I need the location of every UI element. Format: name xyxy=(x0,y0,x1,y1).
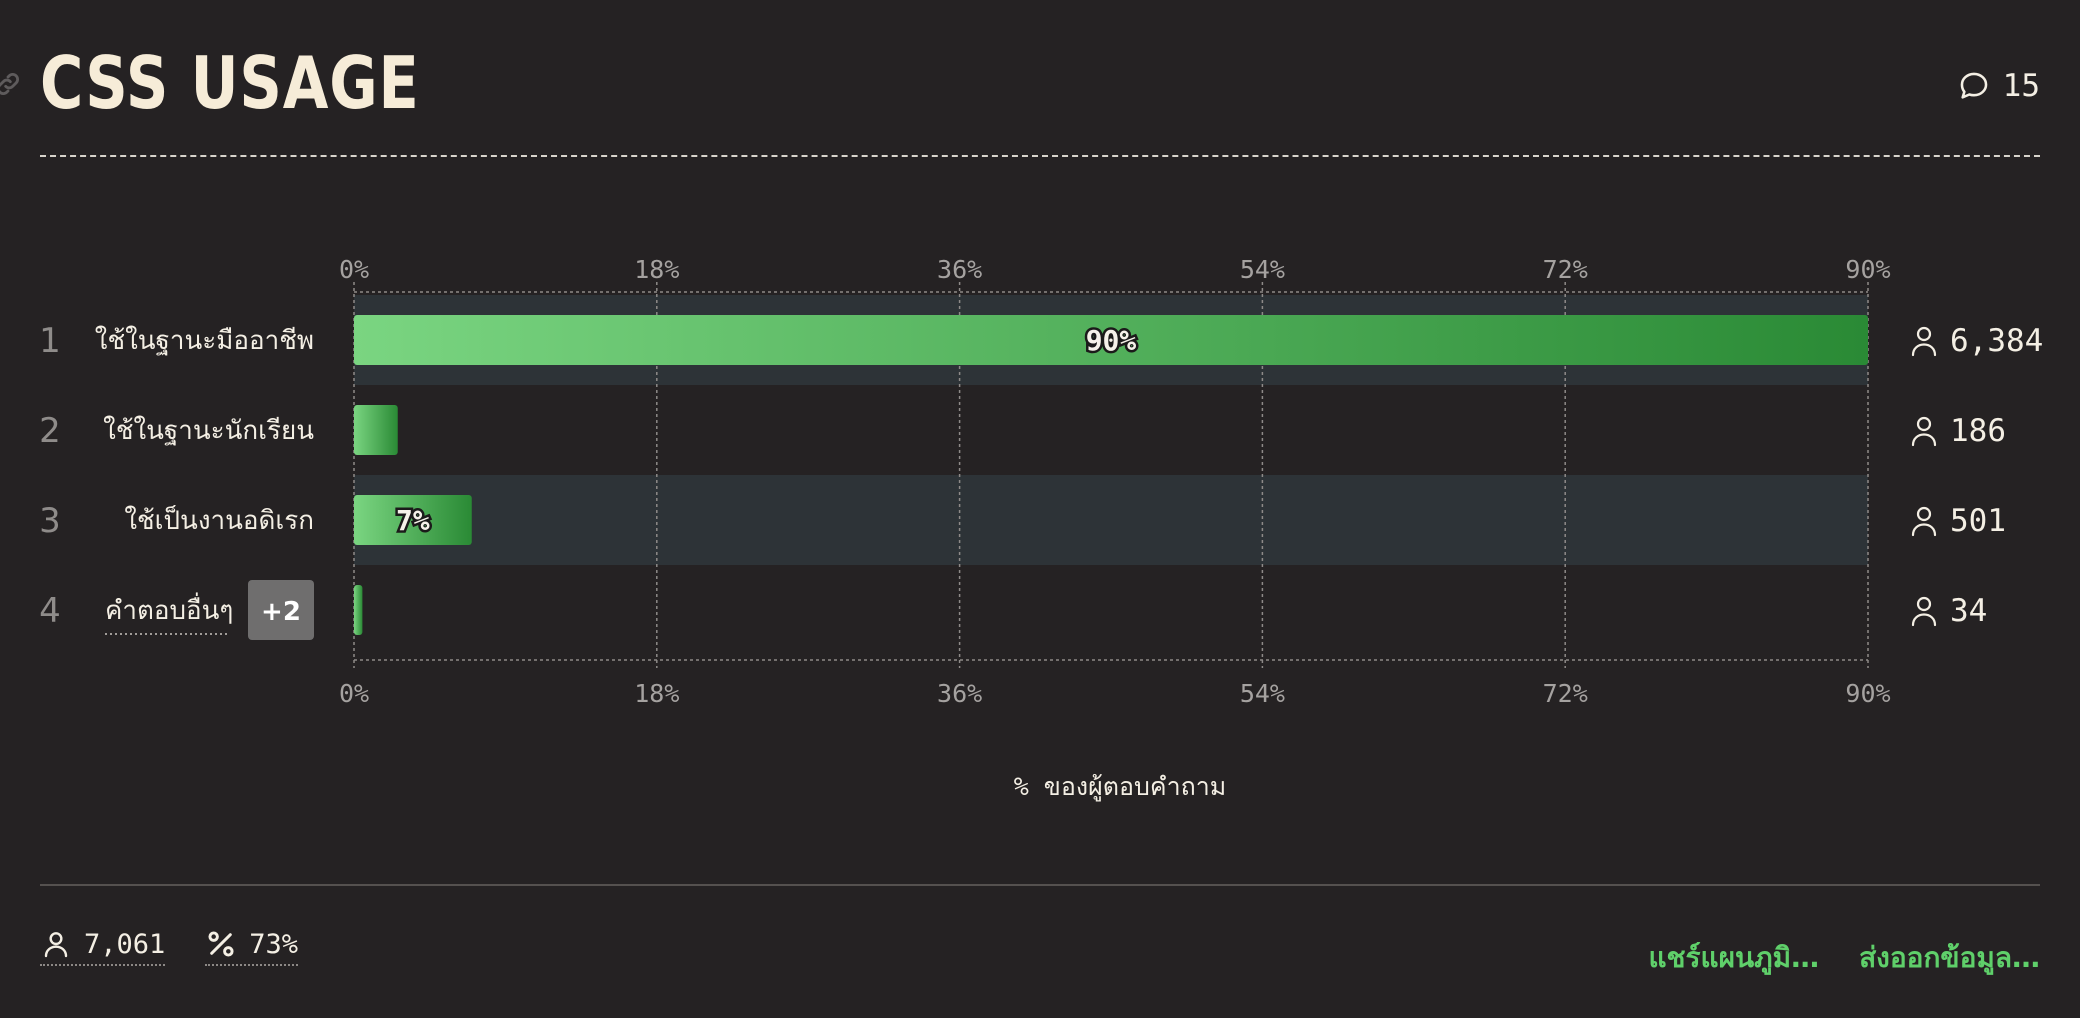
more-answers-badge-label: +2 xyxy=(261,597,301,627)
x-tick-label: 36% xyxy=(937,255,982,284)
bar[interactable] xyxy=(354,495,472,545)
percent-icon xyxy=(208,931,234,957)
person-icon-head xyxy=(1916,596,1932,612)
page-title: CSS USAGE xyxy=(40,41,420,125)
title-divider xyxy=(40,155,2040,157)
x-tick-label: 90% xyxy=(1845,679,1890,708)
x-tick-label: 54% xyxy=(1240,679,1285,708)
x-tick-label: 54% xyxy=(1240,255,1285,284)
respondent-count: 34 xyxy=(1950,593,1987,629)
category-label: ใช้ในฐานะนักเรียน xyxy=(103,416,314,446)
bar-chart: 0% 18% 36% 54% 72% 90% 0% 18% 36% 54% 72% 90% 1 ใช้… xyxy=(39,255,2043,802)
comments-button[interactable]: 15 xyxy=(1957,68,2040,104)
category-label: ใช้ในฐานะมืออาชีพ xyxy=(95,326,314,356)
bar[interactable] xyxy=(354,585,363,635)
bar[interactable] xyxy=(354,315,1868,365)
x-tick-label: 0% xyxy=(339,255,369,284)
x-tick-label: 36% xyxy=(937,679,982,708)
person-icon-body xyxy=(1911,613,1937,627)
x-tick-label: 72% xyxy=(1543,679,1588,708)
bar[interactable] xyxy=(354,405,398,455)
person-icon-body xyxy=(1911,343,1937,357)
respondent-count: 186 xyxy=(1950,413,2006,449)
row-number: 2 xyxy=(39,411,61,451)
person-icon-body xyxy=(1911,433,1937,447)
link-icon[interactable] xyxy=(0,70,22,98)
person-icon-head xyxy=(1916,506,1932,522)
x-tick-label: 90% xyxy=(1845,255,1890,284)
respondent-count: 501 xyxy=(1950,503,2006,539)
footer-actions: แชร์แผนภูมิ… ส่งออกข้อมูล… xyxy=(1648,936,2040,980)
person-icon xyxy=(1911,506,1937,537)
bar-value-label: 90% xyxy=(1086,324,1137,357)
x-axis-title: % ของผู้ตอบคำถาม xyxy=(1014,772,1227,802)
person-icon xyxy=(1911,326,1937,357)
footer-divider xyxy=(40,884,2040,886)
respondents-count: 7,061 xyxy=(84,928,166,960)
person-icon-body xyxy=(1911,523,1937,537)
x-tick-label: 18% xyxy=(634,255,679,284)
person-icon xyxy=(1911,416,1937,447)
respondent-count: 6,384 xyxy=(1950,323,2043,359)
row-number: 3 xyxy=(39,501,61,541)
more-answers-badge[interactable] xyxy=(248,580,314,640)
person-icon xyxy=(44,932,68,958)
comment-count: 15 xyxy=(2002,68,2040,104)
other-answers-link[interactable]: คำตอบอื่นๆ xyxy=(105,592,233,626)
share-chart-button[interactable]: แชร์แผนภูมิ… xyxy=(1648,941,1820,974)
x-tick-label: 18% xyxy=(634,679,679,708)
comment-icon xyxy=(1960,72,1987,99)
row-number: 1 xyxy=(39,321,61,361)
respondents-stat[interactable]: 7,061 xyxy=(40,928,166,966)
x-tick-label: 0% xyxy=(339,679,369,708)
person-icon-head xyxy=(1916,326,1932,342)
footer-stats: 7,061 73% xyxy=(40,928,299,966)
person-icon-head xyxy=(1916,416,1932,432)
category-label: ใช้เป็นงานอดิเรก xyxy=(124,504,314,536)
percent-stat[interactable]: 73% xyxy=(205,928,299,966)
row-number: 4 xyxy=(39,591,61,631)
export-data-button[interactable]: ส่งออกข้อมูล… xyxy=(1859,941,2040,974)
x-tick-label: 72% xyxy=(1543,255,1588,284)
row-highlight xyxy=(354,475,1868,565)
bar-value-label: 7% xyxy=(396,504,430,537)
person-icon xyxy=(1911,596,1937,627)
percent-value: 73% xyxy=(249,928,299,960)
